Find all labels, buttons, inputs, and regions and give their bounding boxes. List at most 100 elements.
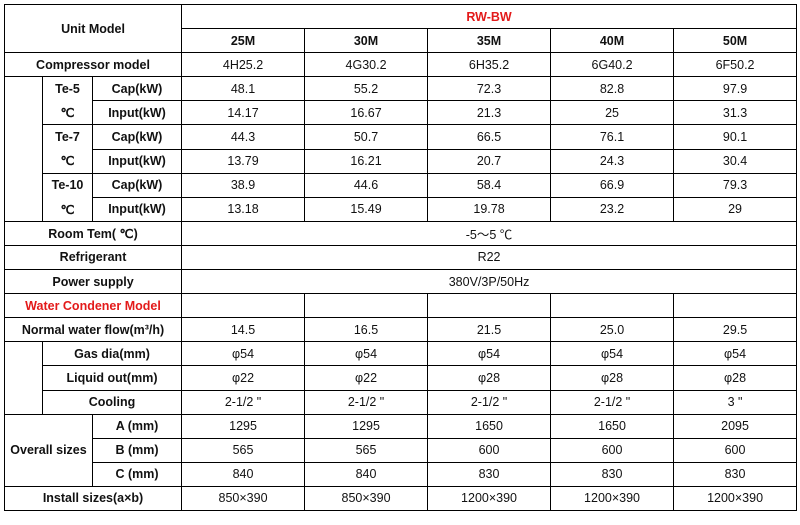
room-temp-row: Room Tem( ℃) -5～5 ℃ xyxy=(3,220,798,246)
value-cell: φ54 xyxy=(181,341,306,367)
empty-cell xyxy=(550,293,675,319)
value-cell: 4H25.2 xyxy=(181,52,306,78)
input-label: Input(kW) xyxy=(91,100,183,126)
model-header: 50M xyxy=(673,28,798,54)
value-cell: 16.67 xyxy=(304,100,429,126)
compressor-label: Compressor model xyxy=(3,52,183,78)
value-cell: 600 xyxy=(427,437,552,463)
value-cell: φ28 xyxy=(427,365,552,391)
refrigerant-label: Refrigerant xyxy=(3,244,183,271)
gas-dia-label: Gas dia(mm) xyxy=(41,341,183,367)
value-cell: 19.78 xyxy=(427,196,552,222)
value-cell: 600 xyxy=(673,437,798,463)
value-cell: 2-1/2 " xyxy=(550,389,675,415)
refrigerant-row: Refrigerant R22 xyxy=(3,244,798,271)
te-unit: ℃ xyxy=(42,100,93,126)
water-condenser-row: Water Condener Model xyxy=(3,293,798,319)
water-flow-label: Normal water flow(m³/h) xyxy=(3,317,183,343)
input-label: Input(kW) xyxy=(91,148,183,174)
input-row: ℃ Input(kW) 14.17 16.67 21.3 25 31.3 xyxy=(5,100,798,126)
value-cell: 16.21 xyxy=(304,148,429,174)
value-cell: φ54 xyxy=(304,341,429,367)
power-supply-row: Power supply 380V/3P/50Hz xyxy=(3,269,798,295)
value-cell: 3 " xyxy=(673,389,798,415)
liquid-out-row: Liquid out(mm) φ22 φ22 φ28 φ28 φ28 xyxy=(5,365,798,391)
model-header: 40M xyxy=(550,28,675,54)
value-cell: 6F50.2 xyxy=(673,52,798,78)
input-row: ℃ Input(kW) 13.18 15.49 19.78 23.2 29 xyxy=(5,196,798,222)
empty-cell xyxy=(304,293,429,319)
series-header: RW-BW xyxy=(181,3,798,30)
te-unit: ℃ xyxy=(42,197,93,222)
value-cell: 21.5 xyxy=(427,317,552,343)
value-cell: 25.0 xyxy=(550,317,675,343)
overall-size-row: Overall sizes A (mm) 1295 1295 1650 1650 2095 xyxy=(4,413,798,487)
install-sizes-label: Install sizes(a×b) xyxy=(3,485,183,511)
value-cell: 23.2 xyxy=(550,196,675,222)
room-temp-value: -5～5 ℃ xyxy=(181,220,798,246)
cooling-row: Cooling 2-1/2 " 2-1/2 " 2-1/2 " 2-1/2 " 3 " xyxy=(5,389,798,415)
value-cell: 14.17 xyxy=(181,100,306,126)
liquid-out-label: Liquid out(mm) xyxy=(41,365,183,391)
value-cell: 72.3 xyxy=(427,76,552,102)
value-cell: 44.6 xyxy=(304,172,429,198)
value-cell: φ54 xyxy=(427,341,552,367)
empty-cell xyxy=(427,293,552,319)
cooling-label: Cooling xyxy=(41,389,183,415)
condenser-group-spacer xyxy=(4,341,43,415)
value-cell: 15.49 xyxy=(304,196,429,222)
value-cell: 13.18 xyxy=(181,196,306,222)
value-cell: 79.3 xyxy=(673,172,798,198)
overall-size-row: B (mm) 565 565 600 600 600 xyxy=(5,437,798,463)
input-label: Input(kW) xyxy=(91,196,183,222)
value-cell: 76.1 xyxy=(550,124,675,150)
cap-label: Cap(kW) xyxy=(91,172,183,198)
value-cell: 1295 xyxy=(304,413,429,439)
overall-sizes-label: Overall sizes xyxy=(4,413,93,487)
value-cell: 840 xyxy=(181,461,306,487)
value-cell: 44.3 xyxy=(181,124,306,150)
value-cell: 82.8 xyxy=(550,76,675,102)
value-cell: 830 xyxy=(550,461,675,487)
value-cell: 66.5 xyxy=(427,124,552,150)
value-cell: φ22 xyxy=(181,365,306,391)
te-unit: ℃ xyxy=(42,149,93,174)
value-cell: 1200×390 xyxy=(673,485,798,511)
size-dim-label: B (mm) xyxy=(91,437,183,463)
value-cell: 2-1/2 " xyxy=(181,389,306,415)
value-cell: 1200×390 xyxy=(550,485,675,511)
te-label: Te-5 xyxy=(42,76,93,101)
size-dim-label: A (mm) xyxy=(91,413,183,439)
size-dim-label: C (mm) xyxy=(91,461,183,487)
value-cell: φ22 xyxy=(304,365,429,391)
overall-size-row: C (mm) 840 840 830 830 830 xyxy=(5,461,798,487)
unit-model-header: Unit Model xyxy=(3,3,183,54)
value-cell: 2-1/2 " xyxy=(304,389,429,415)
value-cell: φ54 xyxy=(550,341,675,367)
model-header: 35M xyxy=(427,28,552,54)
value-cell: 13.79 xyxy=(181,148,306,174)
value-cell: 30.4 xyxy=(673,148,798,174)
te-group-spacer xyxy=(4,76,43,222)
value-cell: 20.7 xyxy=(427,148,552,174)
value-cell: 6G40.2 xyxy=(550,52,675,78)
value-cell: 850×390 xyxy=(304,485,429,511)
value-cell: 24.3 xyxy=(550,148,675,174)
model-row: 25M 30M 35M 40M 50M xyxy=(5,28,798,54)
value-cell: 565 xyxy=(181,437,306,463)
cap-label: Cap(kW) xyxy=(91,76,183,102)
empty-cell xyxy=(673,293,798,319)
input-row: ℃ Input(kW) 13.79 16.21 20.7 24.3 30.4 xyxy=(5,148,798,174)
value-cell: 4G30.2 xyxy=(304,52,429,78)
value-cell: 16.5 xyxy=(304,317,429,343)
value-cell: 48.1 xyxy=(181,76,306,102)
water-condenser-label: Water Condener Model xyxy=(3,293,183,319)
cap-row: Te-7 Cap(kW) 44.3 50.7 66.5 76.1 90.1 xyxy=(5,124,798,150)
value-cell: 830 xyxy=(427,461,552,487)
value-cell: 55.2 xyxy=(304,76,429,102)
value-cell: 90.1 xyxy=(673,124,798,150)
value-cell: φ28 xyxy=(673,365,798,391)
install-row: Install sizes(a×b) 850×390 850×390 1200×390… xyxy=(3,485,798,511)
header-row: Unit Model RW-BW xyxy=(3,3,798,54)
value-cell: φ54 xyxy=(673,341,798,367)
